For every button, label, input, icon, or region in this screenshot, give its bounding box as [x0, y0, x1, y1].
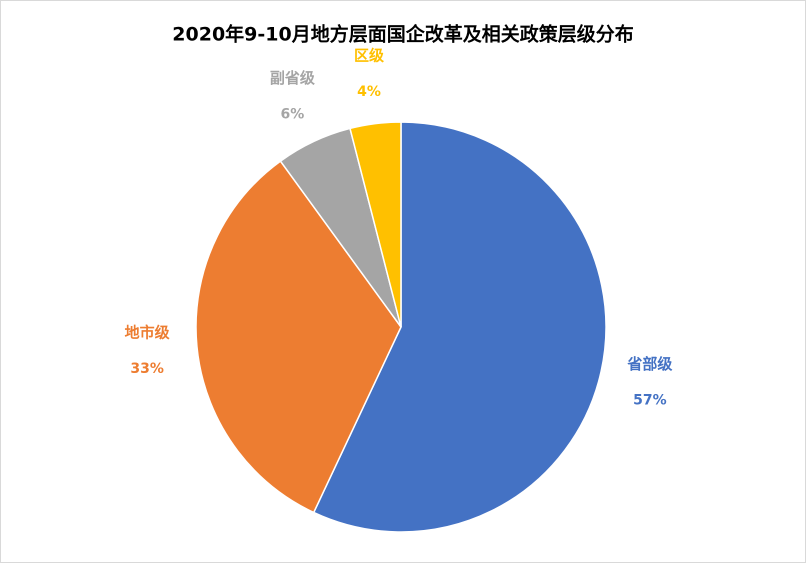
- slice-value-label: 6%: [281, 106, 305, 122]
- pie-slice: [195, 160, 402, 514]
- slice-value-label: 33%: [130, 361, 164, 377]
- pie-slice: [312, 121, 607, 533]
- slice-category-label: 区级: [354, 47, 385, 65]
- slice-category-label: 省部级: [626, 355, 673, 373]
- pie-slice: [349, 121, 402, 328]
- chart-title: 2020年9-10月地方层面国企改革及相关政策层级分布: [172, 23, 633, 46]
- slice-value-label: 4%: [357, 84, 381, 100]
- slice-category-label: 地市级: [125, 323, 171, 341]
- slice-value-label: 57%: [633, 393, 667, 409]
- slice-category-label: 副省级: [270, 69, 316, 87]
